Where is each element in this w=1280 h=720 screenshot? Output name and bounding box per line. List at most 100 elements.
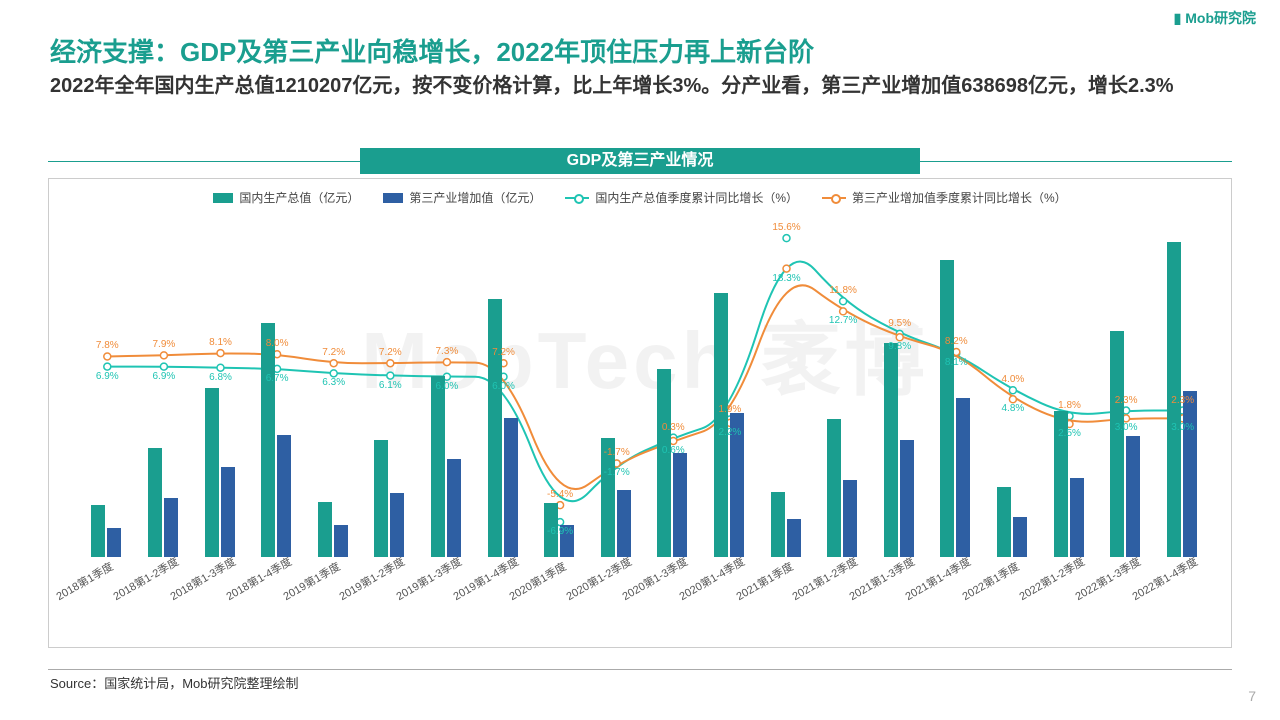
gdp-bar	[714, 293, 728, 557]
tertiary-bar	[1013, 517, 1027, 557]
column-group	[827, 419, 857, 557]
tertiary-growth-line-marker	[104, 353, 111, 360]
tertiary-growth-label: 7.9%	[152, 339, 175, 350]
tertiary-bar	[956, 398, 970, 557]
chart-title: GDP及第三产业情况	[360, 148, 920, 174]
gdp-bar	[771, 492, 785, 557]
gdp-growth-label: 2.5%	[1058, 428, 1081, 439]
gdp-bar	[318, 502, 332, 557]
logo-icon: ▮	[1174, 10, 1182, 26]
column-group	[940, 260, 970, 557]
gdp-bar	[374, 440, 388, 557]
brand-logo: ▮ Mob研究院	[1174, 8, 1256, 28]
tertiary-bar	[390, 493, 404, 557]
tertiary-bar	[1070, 478, 1084, 557]
gdp-growth-label: 12.7%	[829, 315, 857, 326]
gdp-bar	[884, 343, 898, 557]
plot-area: MobTech 袤博 2018第1季度7.8%6.9%2018第1-2季度7.9…	[79, 219, 1211, 557]
gdp-growth-label: 9.8%	[888, 341, 911, 352]
tertiary-bar	[277, 435, 291, 557]
legend-swatch-bar2	[383, 193, 403, 203]
gdp-growth-label: 18.3%	[772, 273, 800, 284]
page-subtitle: 2022年全年国内生产总值1210207亿元，按不变价格计算，比上年增长3%。分…	[50, 72, 1230, 100]
legend-label-tertiary-line: 第三产业增加值季度累计同比增长（%）	[852, 189, 1067, 206]
gdp-growth-label: 0.6%	[662, 445, 685, 456]
gdp-bar	[1110, 331, 1124, 557]
chart-container: 国内生产总值（亿元） 第三产业增加值（亿元） 国内生产总值季度累计同比增长（%）…	[48, 178, 1232, 648]
tertiary-growth-label: 11.8%	[829, 285, 857, 296]
gdp-bar	[827, 419, 841, 557]
gdp-growth-line-marker	[387, 372, 394, 379]
tertiary-bar	[221, 467, 235, 557]
legend-item-tertiary-line: 第三产业增加值季度累计同比增长（%）	[822, 189, 1067, 206]
tertiary-growth-label: 7.3%	[435, 346, 458, 357]
gdp-growth-label: 2.2%	[718, 427, 741, 438]
column-group	[657, 369, 687, 557]
gdp-growth-label: 6.3%	[322, 377, 345, 388]
x-axis-label: 2018第1季度	[53, 558, 116, 604]
tertiary-bar	[1126, 436, 1140, 557]
tertiary-growth-label: 7.2%	[379, 347, 402, 358]
gdp-growth-label: 4.8%	[1001, 403, 1024, 414]
line-overlay	[79, 219, 1211, 557]
gdp-bar	[91, 505, 105, 557]
gdp-growth-label: 6.9%	[152, 371, 175, 382]
tertiary-growth-line-marker	[217, 350, 224, 357]
gdp-growth-label: -6.9%	[547, 526, 573, 537]
tertiary-growth-label: 7.2%	[492, 347, 515, 358]
gdp-growth-line-marker	[217, 364, 224, 371]
column-group	[1110, 331, 1140, 557]
tertiary-growth-label: 1.9%	[718, 404, 741, 415]
column-group	[205, 388, 235, 557]
legend-label-gdp-bar: 国内生产总值（亿元）	[239, 189, 359, 206]
tertiary-bar	[843, 480, 857, 557]
gdp-growth-label: 6.9%	[96, 371, 119, 382]
tertiary-growth-line-marker	[160, 352, 167, 359]
column-group	[91, 505, 121, 557]
tertiary-growth-line-marker	[840, 308, 847, 315]
gdp-growth-line-marker	[330, 370, 337, 377]
tertiary-bar	[504, 418, 518, 557]
gdp-bar	[148, 448, 162, 557]
legend-swatch-line1	[565, 197, 589, 199]
gdp-growth-label: 6.7%	[266, 373, 289, 384]
tertiary-growth-line-marker	[387, 360, 394, 367]
gdp-growth-label: 8.1%	[945, 357, 968, 368]
gdp-growth-label: 6.0%	[492, 381, 515, 392]
source-text: Source：国家统计局，Mob研究院整理绘制	[50, 673, 298, 692]
gdp-growth-line-marker	[160, 363, 167, 370]
tertiary-growth-label: 0.3%	[662, 422, 685, 433]
gdp-growth-label: 3.0%	[1171, 422, 1194, 433]
tertiary-growth-label: 2.3%	[1115, 395, 1138, 406]
legend-label-tertiary-bar: 第三产业增加值（亿元）	[409, 189, 541, 206]
tertiary-growth-line-marker	[896, 334, 903, 341]
column-group	[318, 502, 348, 557]
logo-text: Mob研究院	[1185, 10, 1256, 26]
tertiary-growth-label: 7.2%	[322, 347, 345, 358]
tertiary-growth-label: 15.6%	[772, 222, 800, 233]
legend-swatch-bar1	[213, 193, 233, 203]
legend-item-gdp-line: 国内生产总值季度累计同比增长（%）	[565, 189, 798, 206]
tertiary-growth-label: -5.4%	[547, 489, 573, 500]
gdp-growth-line-marker	[104, 363, 111, 370]
tertiary-growth-line-marker	[783, 265, 790, 272]
gdp-bar	[205, 388, 219, 557]
tertiary-growth-label: 7.8%	[96, 340, 119, 351]
tertiary-growth-label: 2.3%	[1171, 395, 1194, 406]
column-group	[771, 492, 801, 557]
tertiary-bar	[1183, 391, 1197, 557]
legend-label-gdp-line: 国内生产总值季度累计同比增长（%）	[595, 189, 798, 206]
gdp-bar	[997, 487, 1011, 557]
page-number: 7	[1248, 688, 1256, 704]
chart-legend: 国内生产总值（亿元） 第三产业增加值（亿元） 国内生产总值季度累计同比增长（%）…	[49, 189, 1231, 206]
gdp-bar	[261, 323, 275, 557]
tertiary-growth-label: 8.2%	[945, 336, 968, 347]
tertiary-growth-label: 1.8%	[1058, 400, 1081, 411]
tertiary-growth-line-marker	[443, 359, 450, 366]
column-group	[997, 487, 1027, 557]
column-group	[431, 376, 461, 557]
tertiary-bar	[787, 519, 801, 557]
tertiary-bar	[334, 525, 348, 557]
column-group	[488, 299, 518, 557]
legend-swatch-line2	[822, 197, 846, 199]
